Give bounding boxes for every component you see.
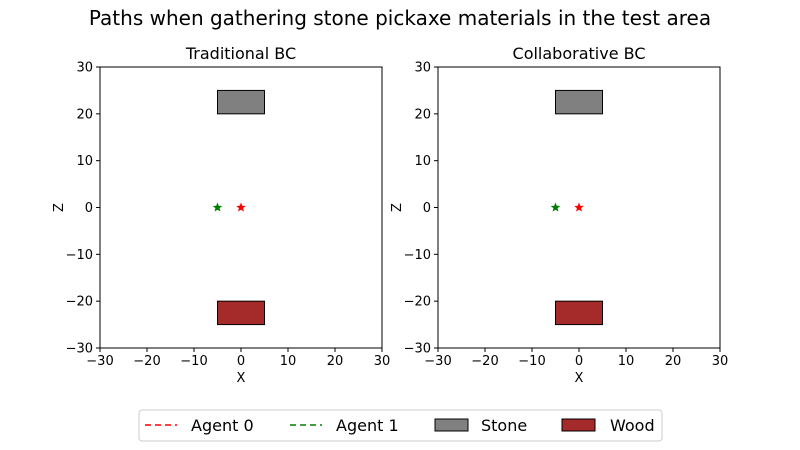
y-tick-label: 20: [414, 107, 431, 122]
agent-1-start-marker: [212, 202, 223, 212]
y-tick-label: −20: [404, 295, 431, 310]
legend: Agent 0 Agent 1 Stone Wood: [138, 409, 663, 442]
y-tick-label: 30: [76, 61, 93, 76]
legend-swatch-stone: [434, 418, 469, 432]
legend-label: Stone: [481, 416, 527, 435]
legend-label: Agent 0: [191, 416, 254, 435]
y-tick-label: −30: [404, 342, 431, 357]
agent-0-start-marker: [236, 202, 246, 212]
region-wood: [217, 300, 265, 326]
x-tick-label: −10: [180, 354, 207, 369]
x-tick-label: 20: [665, 354, 682, 369]
agent-1-start-marker: [550, 202, 561, 212]
region-stone: [217, 89, 265, 115]
y-tick-label: 10: [76, 154, 93, 169]
y-axis-label: Z: [390, 203, 405, 212]
y-axis-label: Z: [52, 203, 67, 212]
y-tick-label: −10: [404, 248, 431, 263]
subplot-collaborative-bc: Collaborative BC −30 −20 −10 0 10 20 30 −30 −20 −1…: [390, 44, 728, 386]
y-tick-label: 0: [85, 201, 93, 216]
x-tick-label: 0: [575, 354, 583, 369]
x-tick-label: −30: [86, 354, 113, 369]
x-tick-label: −20: [133, 354, 160, 369]
legend-frame: [138, 409, 663, 442]
subplot-title: Collaborative BC: [513, 44, 646, 63]
x-tick-label: −20: [471, 354, 498, 369]
x-axis-label: X: [237, 371, 246, 386]
y-tick-label: −20: [66, 295, 93, 310]
subplot-traditional-bc: Traditional BC −30 −20 −10 0 10 20 30 −30 −20 −10 0…: [52, 44, 390, 386]
x-tick-label: 10: [618, 354, 635, 369]
x-tick-label: 10: [280, 354, 297, 369]
legend-swatch-wood: [561, 418, 596, 432]
x-tick-label: 30: [374, 354, 391, 369]
x-axis-label: X: [575, 371, 584, 386]
x-tick-label: 0: [237, 354, 245, 369]
y-tick-label: 20: [76, 107, 93, 122]
legend-label: Wood: [610, 416, 655, 435]
y-tick-label: 0: [423, 201, 431, 216]
y-tick-label: 10: [414, 154, 431, 169]
subplot-title: Traditional BC: [185, 44, 296, 63]
x-tick-label: 20: [327, 354, 344, 369]
x-tick-label: −30: [424, 354, 451, 369]
y-tick-label: −30: [66, 342, 93, 357]
y-tick-label: 30: [414, 61, 431, 76]
legend-label: Agent 1: [336, 416, 399, 435]
y-tick-label: −10: [66, 248, 93, 263]
figure-title: Paths when gathering stone pickaxe mater…: [89, 6, 711, 30]
x-tick-label: −10: [518, 354, 545, 369]
x-tick-label: 30: [712, 354, 729, 369]
agent-0-start-marker: [574, 202, 584, 212]
region-stone: [555, 89, 603, 115]
region-wood: [555, 300, 603, 326]
